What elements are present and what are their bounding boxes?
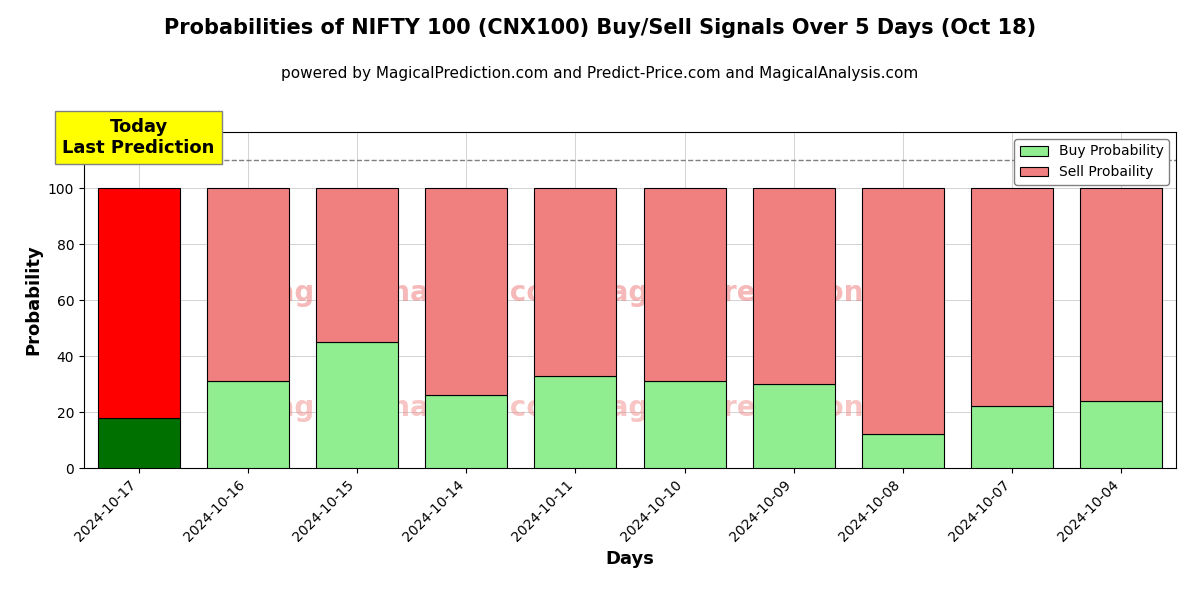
Bar: [425, 395, 508, 468]
Bar: [206, 188, 289, 381]
Bar: [1080, 401, 1163, 468]
Bar: [97, 188, 180, 418]
Bar: [971, 406, 1054, 468]
Bar: [862, 188, 944, 434]
Text: MagicalPrediction.com: MagicalPrediction.com: [583, 394, 940, 422]
Bar: [1080, 188, 1163, 401]
Bar: [316, 188, 398, 342]
Text: MagicalAnalysis.com: MagicalAnalysis.com: [248, 394, 575, 422]
Bar: [97, 418, 180, 468]
Text: Probabilities of NIFTY 100 (CNX100) Buy/Sell Signals Over 5 Days (Oct 18): Probabilities of NIFTY 100 (CNX100) Buy/…: [164, 18, 1036, 38]
Bar: [752, 188, 835, 384]
Bar: [971, 188, 1054, 406]
X-axis label: Days: Days: [606, 550, 654, 568]
Bar: [862, 434, 944, 468]
Bar: [534, 376, 617, 468]
Bar: [206, 381, 289, 468]
Text: MagicalAnalysis.com: MagicalAnalysis.com: [248, 279, 575, 307]
Bar: [534, 188, 617, 376]
Bar: [425, 188, 508, 395]
Bar: [643, 188, 726, 381]
Text: Today
Last Prediction: Today Last Prediction: [62, 118, 215, 157]
Bar: [643, 381, 726, 468]
Y-axis label: Probability: Probability: [24, 245, 42, 355]
Text: MagicalPrediction.com: MagicalPrediction.com: [583, 279, 940, 307]
Legend: Buy Probability, Sell Probaility: Buy Probability, Sell Probaility: [1014, 139, 1169, 185]
Bar: [752, 384, 835, 468]
Text: powered by MagicalPrediction.com and Predict-Price.com and MagicalAnalysis.com: powered by MagicalPrediction.com and Pre…: [281, 66, 919, 81]
Bar: [316, 342, 398, 468]
